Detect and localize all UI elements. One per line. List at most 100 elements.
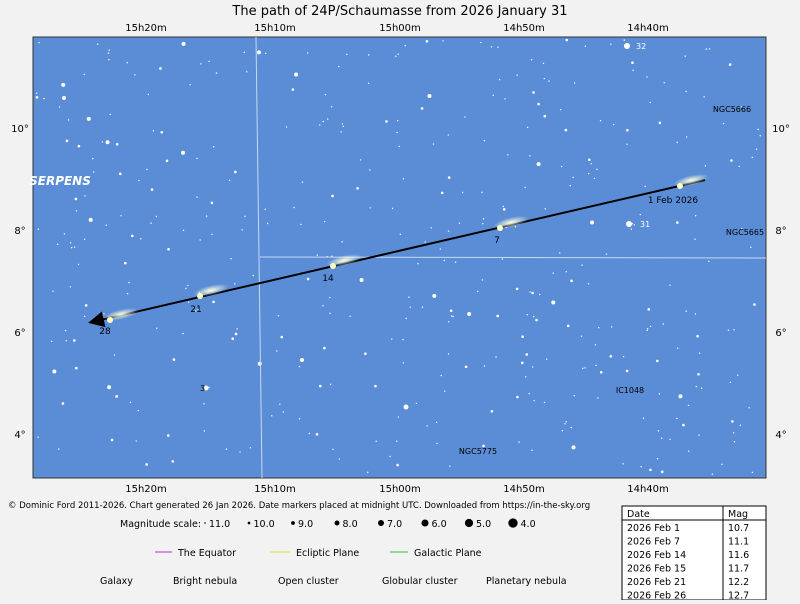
star [590, 163, 592, 165]
star [120, 215, 122, 217]
star [215, 72, 218, 74]
star [649, 468, 652, 472]
star [171, 460, 175, 463]
star [140, 238, 142, 240]
star [181, 150, 186, 155]
star [490, 409, 494, 413]
star [73, 246, 76, 248]
star [605, 253, 608, 255]
star [450, 315, 453, 317]
star [662, 323, 664, 325]
star [134, 74, 136, 76]
star [228, 179, 231, 182]
star [678, 394, 683, 399]
star [584, 45, 587, 47]
star [609, 355, 613, 358]
star [526, 126, 529, 129]
star [212, 300, 215, 304]
star [739, 424, 742, 426]
star [62, 95, 67, 100]
star [695, 385, 697, 388]
star [436, 442, 438, 445]
star [128, 281, 130, 284]
star [323, 346, 326, 350]
star [88, 217, 93, 222]
star [658, 393, 661, 395]
star [234, 332, 238, 336]
star [77, 144, 81, 148]
star [498, 78, 501, 81]
star [396, 440, 398, 442]
magnitude-value: 11.0 [209, 519, 230, 530]
star [213, 146, 215, 148]
star [626, 128, 629, 132]
star [65, 139, 69, 143]
star [342, 125, 345, 128]
object-label: IC1048 [616, 386, 644, 395]
magnitude-value: 9.0 [298, 519, 313, 530]
star [656, 359, 659, 363]
star [626, 143, 628, 145]
star [298, 365, 301, 368]
star [152, 130, 155, 132]
magnitude-dot [291, 521, 295, 525]
star [564, 423, 566, 425]
star [264, 52, 267, 55]
star [464, 116, 466, 118]
star [656, 457, 659, 460]
star [402, 339, 404, 341]
comet-marker [673, 174, 709, 187]
star [447, 353, 450, 355]
star [324, 93, 327, 96]
star [532, 91, 535, 94]
star [135, 440, 137, 442]
star [483, 365, 486, 367]
star [757, 128, 759, 131]
star [610, 43, 612, 45]
star [633, 224, 635, 226]
star [682, 423, 685, 427]
star [711, 473, 714, 475]
star [597, 397, 599, 399]
star [346, 53, 348, 56]
star [502, 208, 506, 211]
star [721, 463, 723, 466]
star [243, 51, 245, 54]
star [389, 455, 391, 458]
magnitude-dot [334, 520, 340, 526]
star [516, 395, 519, 399]
star [93, 171, 95, 173]
star [700, 387, 703, 389]
ra-label: 15h20m [125, 484, 167, 495]
star [118, 172, 122, 176]
star [548, 80, 550, 82]
star [565, 38, 569, 42]
star [327, 118, 329, 120]
object-label: NGC5775 [459, 447, 497, 456]
star [515, 287, 519, 291]
star [482, 444, 485, 448]
star [646, 76, 648, 78]
star [738, 165, 740, 168]
star [622, 356, 625, 358]
star [369, 207, 371, 209]
star [612, 123, 615, 126]
star [663, 81, 665, 84]
star [208, 60, 210, 63]
star [640, 466, 642, 468]
star [559, 108, 562, 111]
star [56, 243, 59, 246]
star [196, 157, 198, 160]
star [730, 159, 733, 162]
star [331, 194, 334, 198]
star [696, 334, 699, 338]
star [241, 229, 243, 231]
star [403, 404, 409, 410]
star [444, 390, 446, 392]
star [561, 430, 564, 432]
star [58, 106, 61, 108]
star [37, 436, 39, 438]
table [621, 505, 767, 601]
object-legend: Open cluster [278, 576, 339, 587]
